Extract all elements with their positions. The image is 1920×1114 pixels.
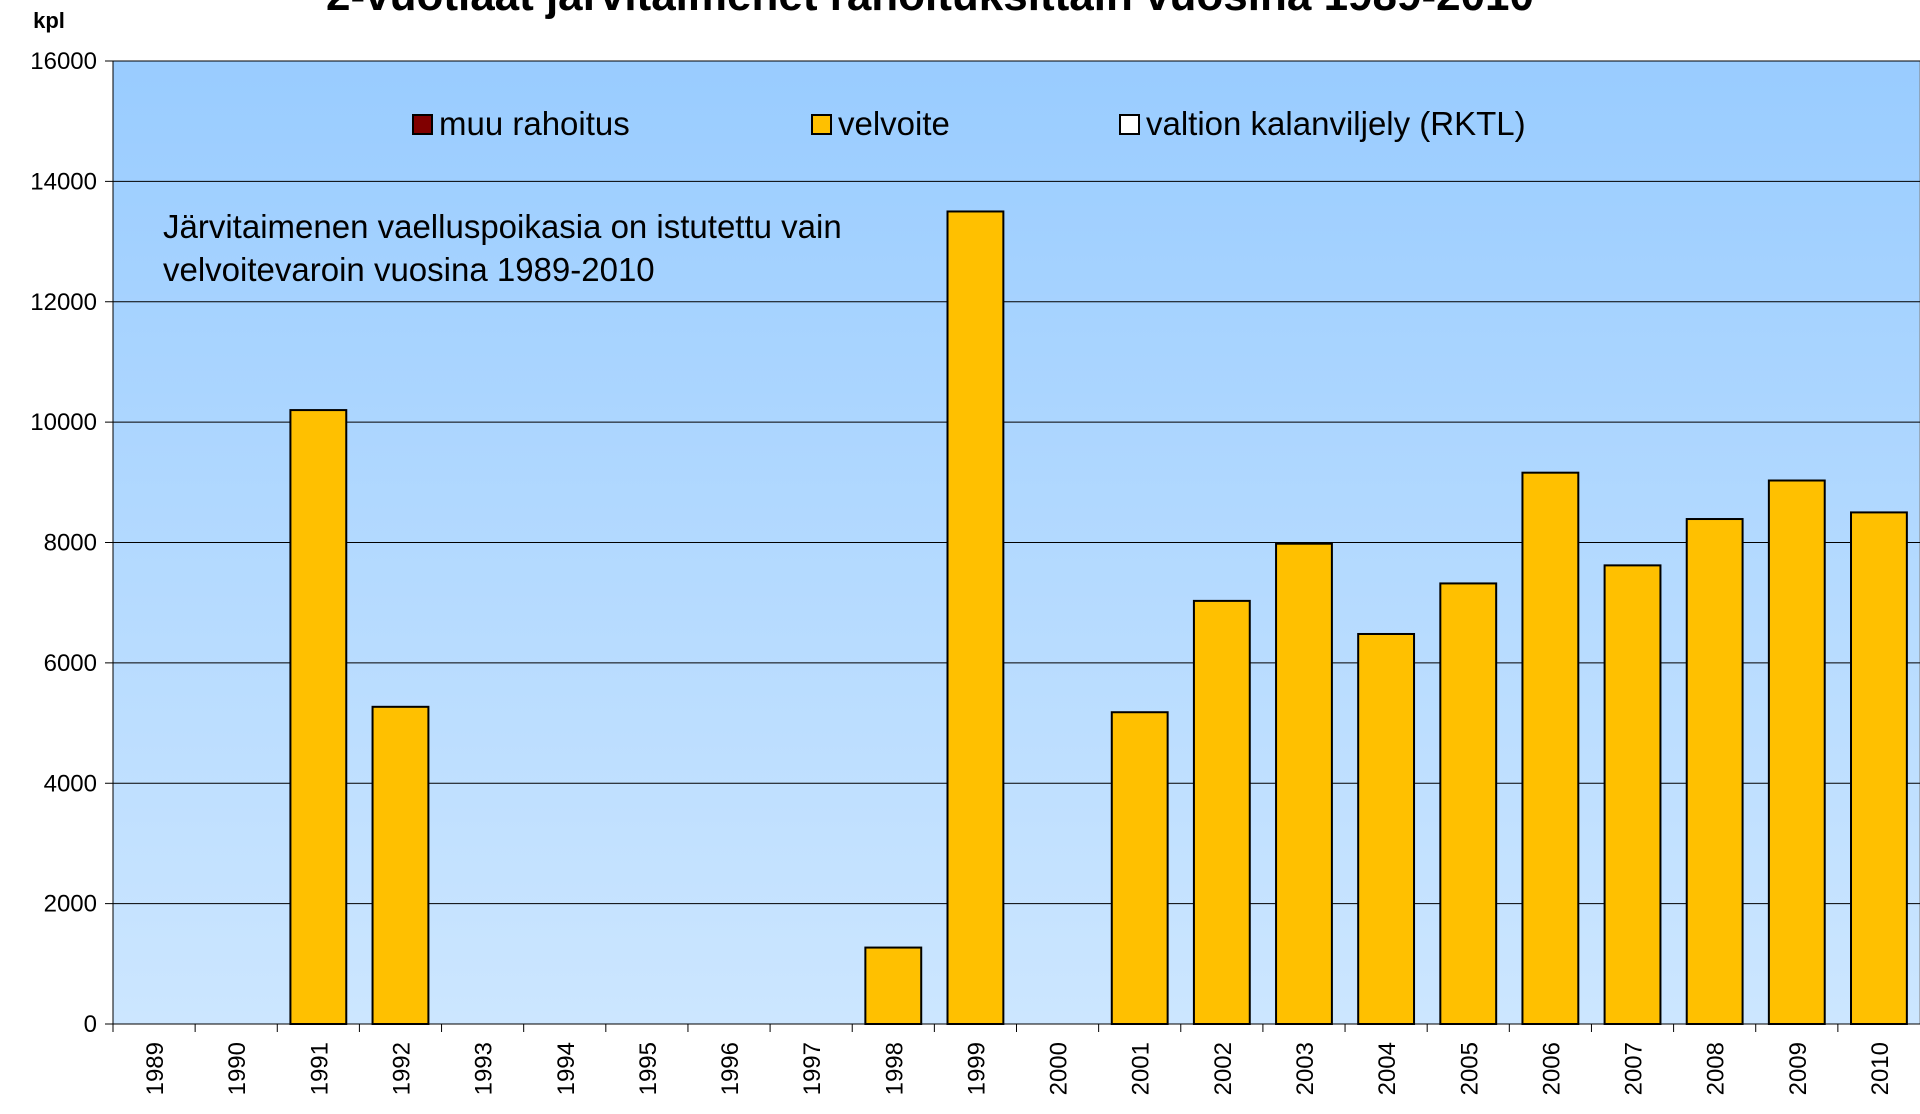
annotation: velvoitevaroin vuosina 1989-2010: [163, 251, 655, 288]
x-tick-label: 2009: [1785, 1042, 1812, 1095]
y-tick-label: 2000: [44, 891, 97, 918]
x-tick-label: 1992: [388, 1042, 415, 1095]
bar: [371, 705, 430, 1025]
bar: [1275, 542, 1333, 1025]
x-tick-label: 2000: [1046, 1042, 1073, 1095]
x-tick-label: 1991: [306, 1042, 333, 1095]
y-tick-label: 0: [84, 1011, 97, 1038]
y-tick-label: 14000: [30, 168, 97, 195]
bar: [946, 210, 1005, 1025]
x-tick-label: 2002: [1210, 1042, 1237, 1095]
bar: [1110, 711, 1169, 1025]
y-axis-label: kpl: [33, 8, 65, 33]
x-tick-label: 2007: [1621, 1042, 1648, 1095]
x-tick-label: 1990: [224, 1042, 251, 1095]
x-tick-label: 2001: [1128, 1042, 1155, 1095]
y-tick-label: 10000: [30, 409, 97, 436]
legend-swatch: [412, 114, 433, 135]
y-tick-label: 16000: [30, 48, 97, 75]
x-tick-label: 2010: [1867, 1042, 1894, 1095]
bar: [1357, 632, 1416, 1025]
x-tick-label: 2006: [1538, 1042, 1565, 1095]
x-tick-label: 1998: [881, 1042, 908, 1095]
legend-swatch: [1119, 114, 1140, 135]
legend-swatch: [811, 114, 832, 135]
y-tick-label: 12000: [30, 289, 97, 316]
x-tick-label: 1989: [142, 1042, 169, 1095]
bar: [1603, 564, 1662, 1026]
bar: [1439, 582, 1498, 1025]
bar: [289, 409, 348, 1025]
bar: [864, 946, 923, 1026]
y-tick-label: 8000: [44, 530, 97, 557]
x-tick-label: 2003: [1292, 1042, 1319, 1095]
x-tick-label: 1997: [799, 1042, 826, 1095]
x-tick-label: 2005: [1456, 1042, 1483, 1095]
x-tick-label: 2008: [1703, 1042, 1730, 1095]
x-tick-label: 1999: [963, 1042, 990, 1095]
x-tick-label: 1994: [553, 1042, 580, 1095]
legend-label: muu rahoitus: [439, 105, 630, 142]
bar: [1685, 518, 1744, 1025]
y-tick-label: 6000: [44, 650, 97, 677]
x-tick-label: 2004: [1374, 1042, 1401, 1095]
bar: [1192, 599, 1251, 1026]
bar: [1767, 479, 1826, 1025]
chart-title: 2-vuotiaat järvitaimenet rahoituksittain…: [326, 0, 1534, 20]
bar: [1850, 511, 1908, 1025]
legend-label: velvoite: [838, 105, 950, 142]
y-tick-label: 4000: [44, 770, 97, 797]
bar: [1521, 471, 1580, 1025]
legend-label: valtion kalanviljely (RKTL): [1146, 105, 1526, 142]
x-tick-label: 1996: [717, 1042, 744, 1095]
x-tick-label: 1995: [635, 1042, 662, 1095]
x-tick-label: 1993: [471, 1042, 498, 1095]
annotation: Järvitaimenen vaelluspoikasia on istutet…: [163, 208, 842, 245]
